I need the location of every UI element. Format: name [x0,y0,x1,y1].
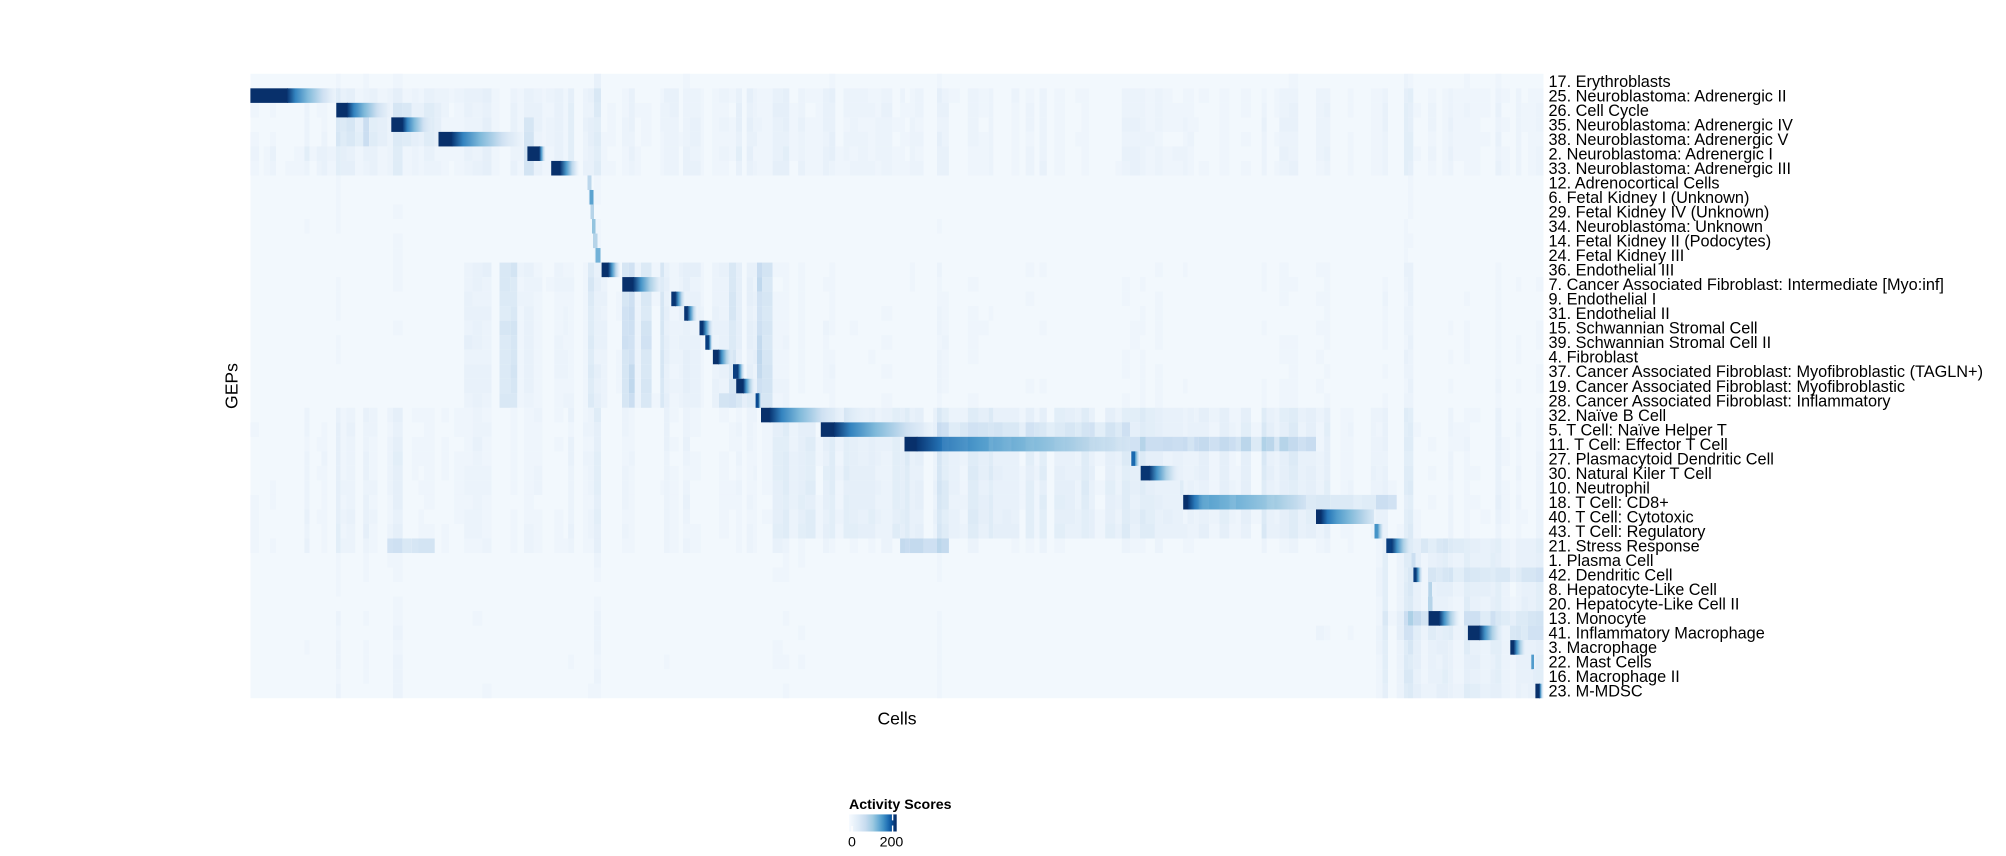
svg-text:12. Adrenocortical Cells: 12. Adrenocortical Cells [1549,174,1720,192]
svg-text:32. Naïve B Cell: 32. Naïve B Cell [1549,407,1667,425]
svg-text:6. Fetal Kidney I (Unknown): 6. Fetal Kidney I (Unknown) [1549,189,1750,207]
svg-text:25. Neuroblastoma: Adrenergic: 25. Neuroblastoma: Adrenergic II [1549,87,1787,105]
svg-text:39. Schwannian Stromal Cell II: 39. Schwannian Stromal Cell II [1549,334,1772,352]
svg-text:15. Schwannian Stromal Cell: 15. Schwannian Stromal Cell [1549,320,1758,338]
svg-text:23. M-MDSC: 23. M-MDSC [1549,683,1643,701]
svg-text:10. Neutrophil: 10. Neutrophil [1549,479,1650,497]
svg-text:0: 0 [848,834,856,850]
svg-text:41. Inflammatory Macrophage: 41. Inflammatory Macrophage [1549,625,1765,643]
svg-text:16. Macrophage II: 16. Macrophage II [1549,668,1680,686]
svg-text:35. Neuroblastoma: Adrenergic: 35. Neuroblastoma: Adrenergic IV [1549,116,1793,134]
svg-text:11. T Cell: Effector T Cell: 11. T Cell: Effector T Cell [1549,436,1728,454]
svg-text:7. Cancer Associated Fibroblas: 7. Cancer Associated Fibroblast: Interme… [1549,276,1944,294]
svg-text:31. Endothelial II: 31. Endothelial II [1549,305,1670,323]
svg-text:5. T Cell: Naïve Helper T: 5. T Cell: Naïve Helper T [1549,421,1727,439]
svg-text:24. Fetal Kidney III: 24. Fetal Kidney III [1549,247,1685,265]
svg-text:200: 200 [880,834,904,850]
svg-text:38. Neuroblastoma: Adrenergic: 38. Neuroblastoma: Adrenergic V [1549,131,1789,149]
svg-text:14. Fetal Kidney II (Podocytes: 14. Fetal Kidney II (Podocytes) [1549,233,1772,251]
svg-text:21. Stress Response: 21. Stress Response [1549,537,1700,555]
svg-text:GEPs: GEPs [221,363,241,409]
svg-text:36. Endothelial III: 36. Endothelial III [1549,262,1675,280]
svg-text:42. Dendritic Cell: 42. Dendritic Cell [1549,567,1673,585]
svg-text:18. T Cell: CD8+: 18. T Cell: CD8+ [1549,494,1669,512]
svg-text:34. Neuroblastoma: Unknown: 34. Neuroblastoma: Unknown [1549,218,1764,236]
svg-text:20. Hepatocyte-Like Cell II: 20. Hepatocyte-Like Cell II [1549,596,1740,614]
svg-text:22. Mast Cells: 22. Mast Cells [1549,654,1652,672]
svg-text:Cells: Cells [877,709,916,729]
svg-text:26. Cell Cycle: 26. Cell Cycle [1549,102,1649,120]
svg-text:4. Fibroblast: 4. Fibroblast [1549,349,1639,367]
svg-text:40. T Cell: Cytotoxic: 40. T Cell: Cytotoxic [1549,508,1694,526]
svg-text:Activity Scores: Activity Scores [849,797,952,813]
svg-text:3. Macrophage: 3. Macrophage [1549,639,1658,657]
svg-text:2. Neuroblastoma: Adrenergic I: 2. Neuroblastoma: Adrenergic I [1549,145,1773,163]
svg-text:17. Erythroblasts: 17. Erythroblasts [1549,73,1671,91]
svg-text:29. Fetal Kidney IV (Unknown): 29. Fetal Kidney IV (Unknown) [1549,204,1770,222]
svg-text:13. Monocyte: 13. Monocyte [1549,610,1647,628]
svg-text:33. Neuroblastoma: Adrenergic: 33. Neuroblastoma: Adrenergic III [1549,160,1792,178]
svg-text:1. Plasma Cell: 1. Plasma Cell [1549,552,1654,570]
svg-text:19. Cancer Associated Fibrobla: 19. Cancer Associated Fibroblast: Myofib… [1549,378,1906,396]
svg-text:30. Natural Kiler T Cell: 30. Natural Kiler T Cell [1549,465,1712,483]
svg-text:37. Cancer Associated Fibrobla: 37. Cancer Associated Fibroblast: Myofib… [1549,363,1984,381]
svg-text:43. T Cell: Regulatory: 43. T Cell: Regulatory [1549,523,1707,541]
svg-text:28. Cancer Associated Fibrobla: 28. Cancer Associated Fibroblast: Inflam… [1549,392,1892,410]
svg-text:8. Hepatocyte-Like Cell: 8. Hepatocyte-Like Cell [1549,581,1717,599]
svg-text:9. Endothelial I: 9. Endothelial I [1549,291,1657,309]
svg-text:27. Plasmacytoid Dendritic Cel: 27. Plasmacytoid Dendritic Cell [1549,450,1774,468]
